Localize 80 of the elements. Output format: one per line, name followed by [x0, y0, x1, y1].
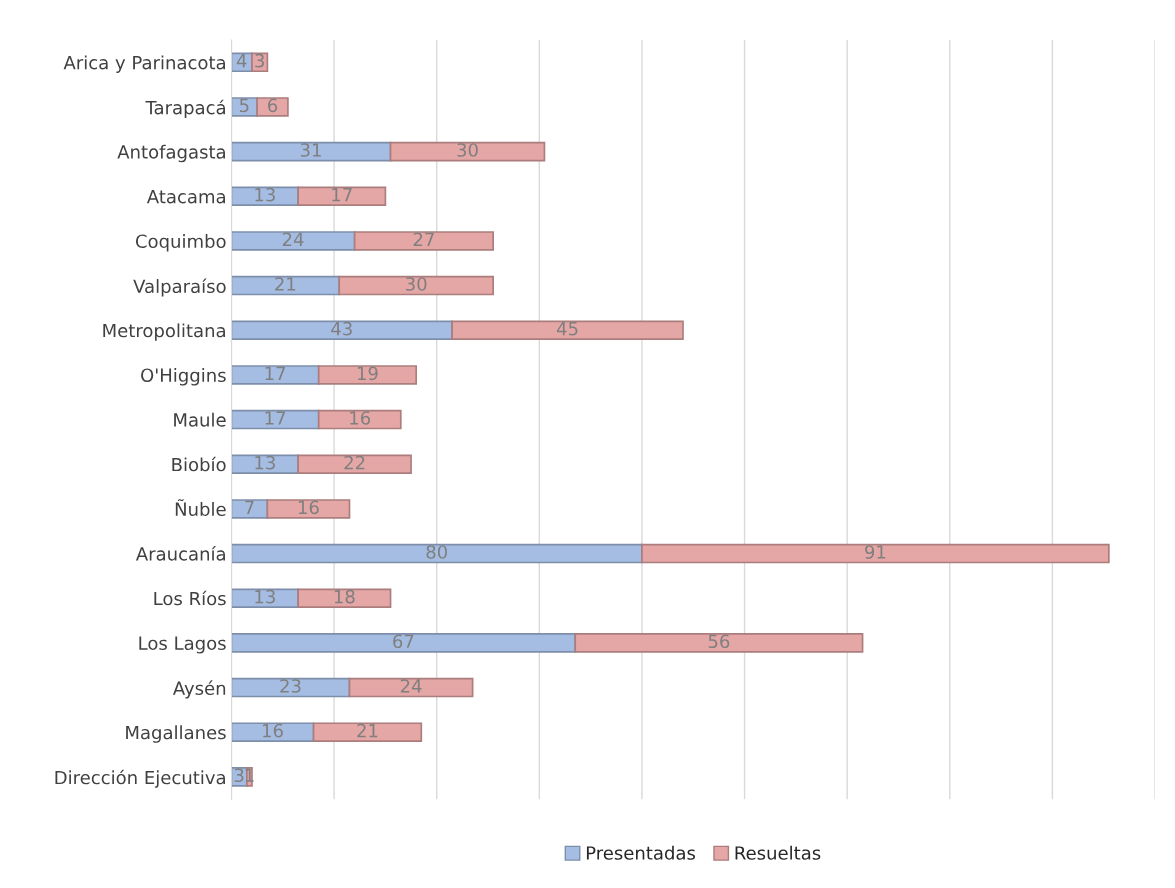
y-tick-label: Los Ríos	[154, 590, 226, 606]
data-label: 24	[400, 679, 422, 693]
bar	[353, 231, 494, 251]
data-label: 16	[298, 500, 319, 515]
data-label: 13	[255, 187, 275, 202]
data-label: 13	[255, 455, 275, 470]
data-label: 6	[268, 98, 278, 113]
bar	[231, 677, 351, 698]
data-label: 24	[282, 232, 304, 246]
y-tick-label: Tarapacá	[145, 99, 225, 118]
bar	[231, 275, 341, 296]
y-tick-label: Atacama	[146, 189, 225, 204]
y-tick-label: Metropolitana	[103, 323, 225, 341]
data-label: 45	[556, 322, 578, 336]
y-tick-label: Antofagasta	[117, 144, 225, 163]
bar	[231, 231, 356, 251]
data-label: 43	[331, 321, 352, 336]
data-label: 16	[350, 411, 371, 425]
y-tick-label: O'Higgins	[141, 368, 226, 386]
y-tick-label: Biobío	[172, 456, 226, 472]
bar	[231, 588, 300, 608]
y-tick-label: Dirección Ejecutiva	[55, 769, 225, 788]
bar	[266, 499, 351, 519]
bar	[231, 320, 453, 341]
data-label: 17	[332, 188, 352, 202]
bar	[297, 186, 387, 207]
bar	[317, 365, 418, 385]
data-label: 80	[426, 545, 447, 559]
data-label: 67	[393, 634, 414, 649]
bar	[451, 320, 684, 341]
data-label: 17	[265, 411, 286, 425]
data-label: 18	[334, 589, 355, 604]
data-label: 3	[234, 768, 244, 783]
bar	[574, 633, 864, 653]
data-label: 19	[357, 366, 378, 381]
bar	[231, 141, 392, 162]
bar	[256, 97, 289, 117]
bar	[312, 722, 423, 742]
y-tick-label: Arica y Parinacota	[63, 55, 225, 73]
data-label: 27	[413, 232, 434, 246]
data-label: 5	[239, 98, 249, 113]
data-label: 13	[255, 589, 275, 604]
data-label: 4	[236, 54, 247, 68]
data-label: 3	[255, 53, 264, 68]
legend-label: Presentadas	[586, 845, 696, 860]
legend-label: Resueltas	[735, 845, 821, 860]
data-label: 30	[457, 143, 478, 157]
y-tick-label: Aysén	[172, 680, 226, 699]
data-label: 21	[275, 277, 296, 291]
data-label: 22	[344, 455, 365, 470]
data-label: 21	[357, 723, 378, 738]
y-tick-label: Valparaíso	[133, 278, 226, 297]
bar	[231, 543, 643, 564]
y-tick-label: Magallanes	[126, 725, 226, 743]
bar	[297, 454, 412, 475]
bar	[231, 722, 315, 742]
bar	[317, 409, 402, 430]
y-tick-label: Ñuble	[175, 499, 226, 517]
data-label: 17	[265, 366, 286, 380]
data-label: 30	[406, 277, 427, 291]
y-tick-label: Araucanía	[135, 545, 225, 561]
y-tick-label: Coquimbo	[135, 234, 226, 252]
data-label: 91	[865, 545, 886, 559]
data-label: 56	[708, 634, 730, 649]
bar	[348, 677, 474, 698]
bar	[231, 454, 300, 475]
bar	[641, 543, 1110, 564]
bar	[231, 365, 320, 385]
data-label: 23	[280, 679, 301, 693]
bar	[231, 409, 320, 430]
bar	[231, 499, 269, 519]
bar	[231, 633, 577, 653]
bar	[338, 275, 494, 296]
y-tick-label: Los Lagos	[139, 636, 226, 654]
data-label: 31	[300, 143, 321, 157]
bar	[389, 141, 546, 162]
bar	[297, 588, 392, 608]
y-tick-label: Maule	[174, 412, 226, 427]
data-label: 7	[245, 500, 254, 514]
data-label: 16	[263, 723, 283, 738]
